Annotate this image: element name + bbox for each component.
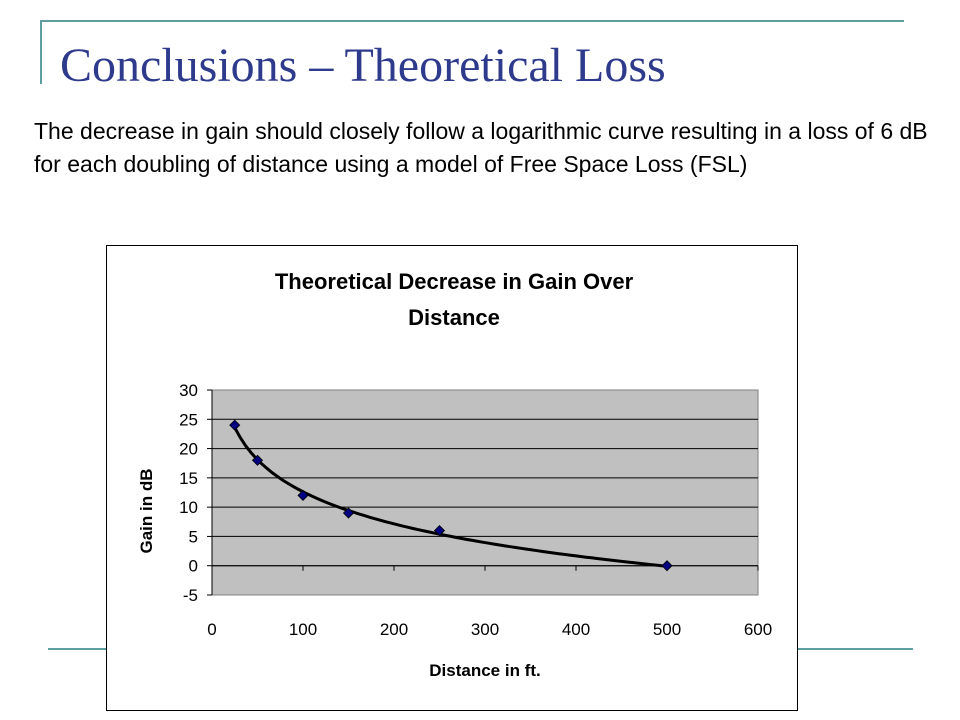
chart-title-line-2: Distance (408, 305, 500, 330)
y-tick-label: 0 (189, 557, 198, 576)
data-point-marker (251, 454, 264, 466)
x-tick-label: 300 (471, 620, 499, 639)
x-tick-label: 400 (562, 620, 590, 639)
data-point-marker (297, 489, 309, 501)
data-point-marker (661, 560, 673, 572)
chart-title-line-1: Theoretical Decrease in Gain Over (275, 269, 634, 294)
x-tick-label: 600 (744, 620, 772, 639)
x-tick-label: 500 (653, 620, 681, 639)
plot-area (211, 389, 759, 596)
x-tick-label: 0 (207, 620, 216, 639)
chart-svg: Theoretical Decrease in Gain Over Distan… (137, 269, 772, 680)
slide-title: Conclusions – Theoretical Loss (60, 39, 666, 92)
y-tick-label: 10 (179, 498, 198, 517)
x-tick-label: 200 (380, 620, 408, 639)
chart-box: Theoretical Decrease in Gain Over Distan… (106, 245, 798, 711)
data-point-marker (433, 525, 446, 537)
data-point-marker (342, 507, 355, 519)
x-axis-title: Distance in ft. (429, 661, 540, 680)
x-tick-label: 100 (289, 620, 317, 639)
top-rule (40, 20, 904, 22)
left-rule (40, 20, 42, 84)
y-axis-title: Gain in dB (137, 469, 156, 554)
y-tick-label: 15 (179, 469, 198, 488)
y-tick-label: -5 (183, 586, 198, 605)
y-tick-label: 30 (179, 381, 198, 400)
data-point-marker (229, 419, 241, 431)
body-text: The decrease in gain should closely foll… (34, 118, 928, 177)
bottom-rule-left (48, 648, 106, 650)
marker-layer (229, 419, 673, 572)
y-tick-label: 5 (189, 527, 198, 546)
bottom-rule-right (797, 648, 913, 650)
y-tick-label: 25 (179, 410, 198, 429)
y-tick-label: 20 (179, 440, 198, 459)
